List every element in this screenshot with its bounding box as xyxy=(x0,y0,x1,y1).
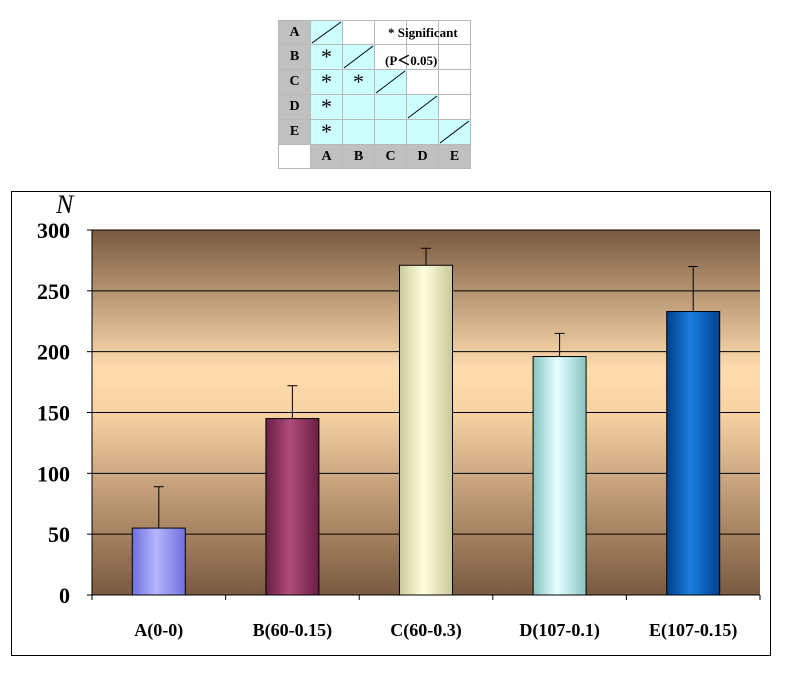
sig-cell-empty xyxy=(438,69,471,95)
sig-col-header: B xyxy=(342,144,375,169)
sig-cell-diagonal xyxy=(406,94,439,120)
x-tick-label: E(107-0.15) xyxy=(649,620,738,641)
significance-legend: * Significant xyxy=(388,25,458,41)
sig-cell-diagonal xyxy=(438,119,471,145)
bar-D(107-0.1) xyxy=(532,356,587,596)
sig-cell-empty xyxy=(406,20,439,45)
x-tick-label: D(107-0.1) xyxy=(519,620,599,641)
significance-table: A B * C * * D * E * A B C D E xyxy=(278,20,471,169)
y-tick-label: 300 xyxy=(37,218,70,243)
sig-cell-empty xyxy=(438,20,471,45)
bar-E(107-0.15) xyxy=(666,311,721,596)
bar-C(60-0.3) xyxy=(399,264,453,596)
sig-cell-diagonal xyxy=(310,20,343,45)
legend-label: Significant xyxy=(397,25,458,40)
y-tick-label: 50 xyxy=(48,522,70,547)
sig-row: A xyxy=(278,20,471,45)
sig-cell-diagonal xyxy=(342,44,375,70)
x-tick-label: B(60-0.15) xyxy=(253,620,333,641)
sig-cell-empty xyxy=(406,69,439,95)
sig-corner-cell xyxy=(278,144,311,169)
y-tick-label: 0 xyxy=(59,583,70,608)
legend-symbol: * xyxy=(388,25,395,40)
sig-row-header: E xyxy=(278,119,311,145)
sig-col-header: E xyxy=(438,144,471,169)
sig-cell-empty xyxy=(374,94,407,120)
y-axis-label: N xyxy=(55,192,75,219)
sig-row: E * xyxy=(278,119,471,145)
y-tick-label: 200 xyxy=(37,340,70,365)
sig-cell-empty xyxy=(438,44,471,70)
chart-frame: 0 50 100 150 200 250 300 N A(0-0) B(60-0.15) C(60-… xyxy=(11,191,771,656)
sig-cell-empty xyxy=(342,20,375,45)
legend-p-value: (P＜0.05) xyxy=(385,53,438,68)
sig-row-header: B xyxy=(278,44,311,70)
sig-row: B * xyxy=(278,44,471,70)
sig-cell-significant: * xyxy=(310,69,343,95)
sig-cell-empty xyxy=(406,119,439,145)
sig-row-header: D xyxy=(278,94,311,120)
sig-cell-significant: * xyxy=(310,119,343,145)
y-tick-label: 100 xyxy=(37,461,70,486)
bar-B(60-0.15) xyxy=(265,418,320,596)
bar-A(0-0) xyxy=(131,527,186,596)
sig-cell-empty xyxy=(342,119,375,145)
sig-cell-significant: * xyxy=(310,44,343,70)
sig-cell-empty xyxy=(374,44,407,70)
sig-cell-significant: * xyxy=(342,69,375,95)
sig-row: C * * xyxy=(278,69,471,95)
sig-col-header: A xyxy=(310,144,343,169)
sig-row-header: A xyxy=(278,20,311,45)
sig-cell-empty xyxy=(342,94,375,120)
sig-cell-significant: * xyxy=(310,94,343,120)
sig-row: D * xyxy=(278,94,471,120)
x-tick-label: C(60-0.3) xyxy=(390,620,461,641)
sig-row-header: C xyxy=(278,69,311,95)
sig-cell-diagonal xyxy=(374,69,407,95)
y-tick-label: 250 xyxy=(37,279,70,304)
sig-col-header: C xyxy=(374,144,407,169)
sig-col-header: D xyxy=(406,144,439,169)
x-tick-label: A(0-0) xyxy=(134,620,183,641)
sig-cell-empty xyxy=(438,94,471,120)
sig-cell-empty xyxy=(374,119,407,145)
y-tick-label: 150 xyxy=(37,401,70,426)
sig-cell-empty xyxy=(374,20,407,45)
